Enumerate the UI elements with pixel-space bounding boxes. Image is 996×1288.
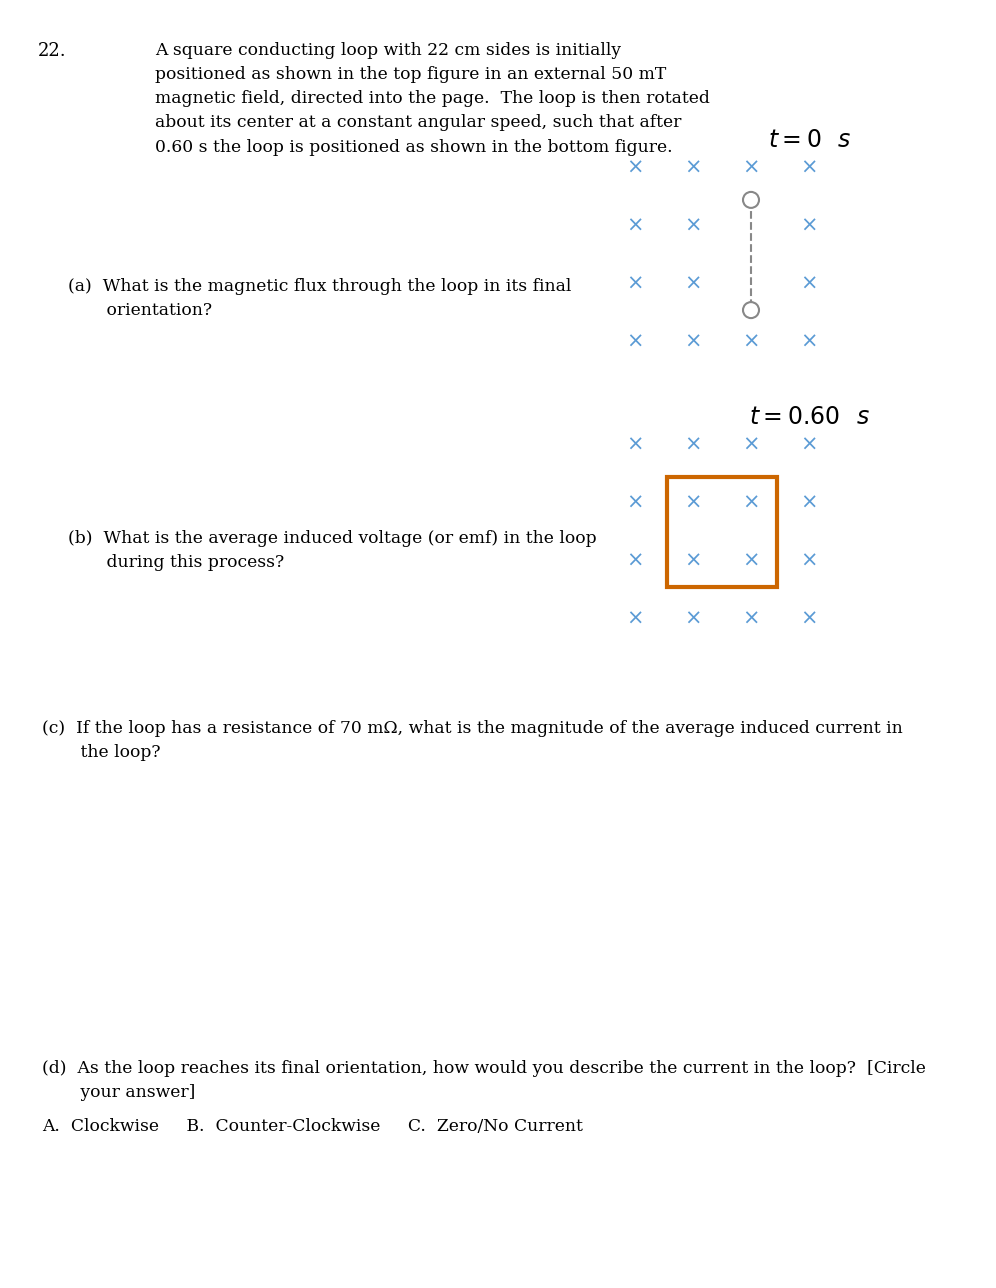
Text: ×: ×	[800, 216, 818, 236]
Text: 22.: 22.	[38, 43, 67, 61]
Text: ×: ×	[626, 609, 643, 629]
Text: ×: ×	[742, 332, 760, 352]
Text: ×: ×	[626, 551, 643, 571]
Text: ×: ×	[742, 551, 760, 571]
Text: ×: ×	[742, 158, 760, 178]
Text: ×: ×	[626, 332, 643, 352]
Text: A.  Clockwise     B.  Counter-Clockwise     C.  Zero/No Current: A. Clockwise B. Counter-Clockwise C. Zer…	[42, 1118, 583, 1135]
Text: ×: ×	[742, 493, 760, 513]
Text: ×: ×	[626, 216, 643, 236]
Text: ×: ×	[800, 158, 818, 178]
Text: (c)  If the loop has a resistance of 70 mΩ, what is the magnitude of the average: (c) If the loop has a resistance of 70 m…	[42, 720, 902, 761]
Text: (d)  As the loop reaches its final orientation, how would you describe the curre: (d) As the loop reaches its final orient…	[42, 1060, 926, 1101]
Text: ×: ×	[742, 493, 760, 513]
Circle shape	[743, 192, 759, 207]
Text: ×: ×	[684, 158, 702, 178]
Text: ×: ×	[684, 216, 702, 236]
Text: ×: ×	[684, 493, 702, 513]
Text: ×: ×	[800, 435, 818, 455]
Bar	[667, 477, 777, 587]
Text: ×: ×	[800, 332, 818, 352]
Text: ×: ×	[684, 493, 702, 513]
Text: ×: ×	[800, 551, 818, 571]
Text: ×: ×	[684, 609, 702, 629]
Circle shape	[743, 303, 759, 318]
Text: ×: ×	[684, 435, 702, 455]
Text: (a)  What is the magnetic flux through the loop in its final
       orientation?: (a) What is the magnetic flux through th…	[68, 278, 572, 319]
Text: ×: ×	[800, 274, 818, 294]
Text: ×: ×	[742, 551, 760, 571]
Text: ×: ×	[742, 435, 760, 455]
Text: ×: ×	[684, 332, 702, 352]
Text: ×: ×	[684, 274, 702, 294]
Text: ×: ×	[684, 551, 702, 571]
Text: ×: ×	[626, 158, 643, 178]
Text: ×: ×	[626, 435, 643, 455]
Text: A square conducting loop with 22 cm sides is initially
positioned as shown in th: A square conducting loop with 22 cm side…	[155, 43, 710, 156]
Text: ×: ×	[626, 493, 643, 513]
Text: ×: ×	[800, 493, 818, 513]
Text: ×: ×	[626, 274, 643, 294]
Text: $t = 0$  $s$: $t = 0$ $s$	[768, 128, 852, 152]
Text: ×: ×	[684, 551, 702, 571]
Text: ×: ×	[800, 609, 818, 629]
Text: $t = 0.60$  $s$: $t = 0.60$ $s$	[749, 404, 871, 429]
Text: ×: ×	[742, 609, 760, 629]
Text: (b)  What is the average induced voltage (or emf) in the loop
       during this: (b) What is the average induced voltage …	[68, 529, 597, 571]
